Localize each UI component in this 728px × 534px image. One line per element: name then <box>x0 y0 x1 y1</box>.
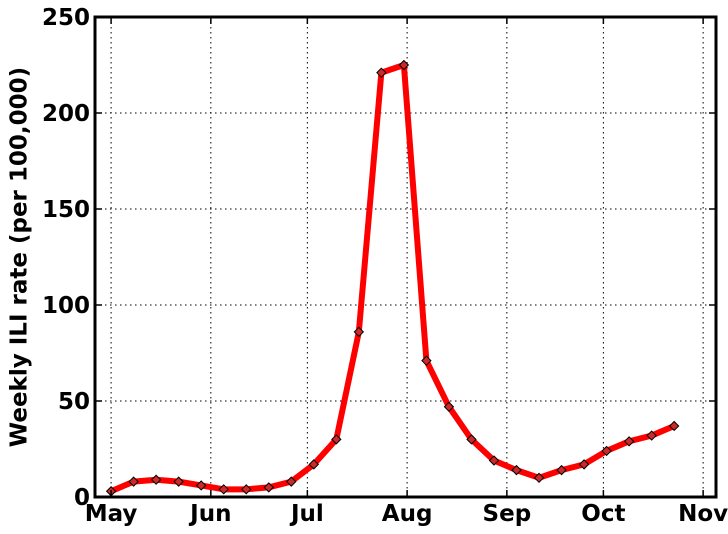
data-point-marker <box>218 484 229 495</box>
data-point-marker <box>578 459 590 470</box>
x-tick-label: Sep <box>483 501 532 527</box>
data-point-marker <box>263 482 274 493</box>
data-point-marker <box>308 459 320 470</box>
series-line <box>108 62 678 495</box>
data-point-marker <box>488 455 500 466</box>
data-point-marker <box>443 401 455 412</box>
data-point-marker <box>195 480 207 491</box>
data-point-marker <box>556 464 567 476</box>
data-point-marker <box>601 445 612 457</box>
y-tick-label: 50 <box>58 389 90 415</box>
x-tick-label: Aug <box>382 501 433 527</box>
data-point-marker <box>646 430 657 441</box>
data-point-marker <box>128 476 139 487</box>
y-tick-label: 0 <box>74 485 90 511</box>
series-layer <box>105 59 680 497</box>
tick-labels: May Jun Jul Aug Sep Oct Nov 0 50 100 150 200 250 <box>42 5 728 527</box>
y-axis-title: Weekly ILI rate (per 100,000) <box>7 67 33 447</box>
y-tick-label: 100 <box>42 293 90 319</box>
data-point-marker <box>421 355 432 366</box>
data-point-marker <box>466 434 477 445</box>
x-tick-label: Jun <box>188 501 231 527</box>
data-point-marker <box>241 484 252 495</box>
y-tick-label: 150 <box>42 197 90 223</box>
x-tick-label: Jul <box>289 501 324 527</box>
y-tick-label: 250 <box>42 5 90 31</box>
data-point-marker <box>398 59 410 71</box>
data-point-marker <box>286 476 297 487</box>
data-point-marker <box>376 67 387 78</box>
data-point-marker <box>331 434 342 445</box>
axis-ticks <box>95 16 716 498</box>
x-tick-label: May <box>85 501 138 527</box>
x-tick-label: Oct <box>581 501 625 527</box>
data-point-marker <box>668 420 680 432</box>
data-point-marker <box>353 326 365 338</box>
data-point-marker <box>533 472 545 484</box>
data-point-marker <box>173 476 184 487</box>
x-tick-label: Nov <box>678 501 728 527</box>
y-tick-label: 200 <box>42 101 90 127</box>
data-point-marker <box>150 474 162 485</box>
data-point-marker <box>623 436 635 447</box>
data-point-marker <box>511 464 522 476</box>
plot-frame <box>93 15 718 499</box>
